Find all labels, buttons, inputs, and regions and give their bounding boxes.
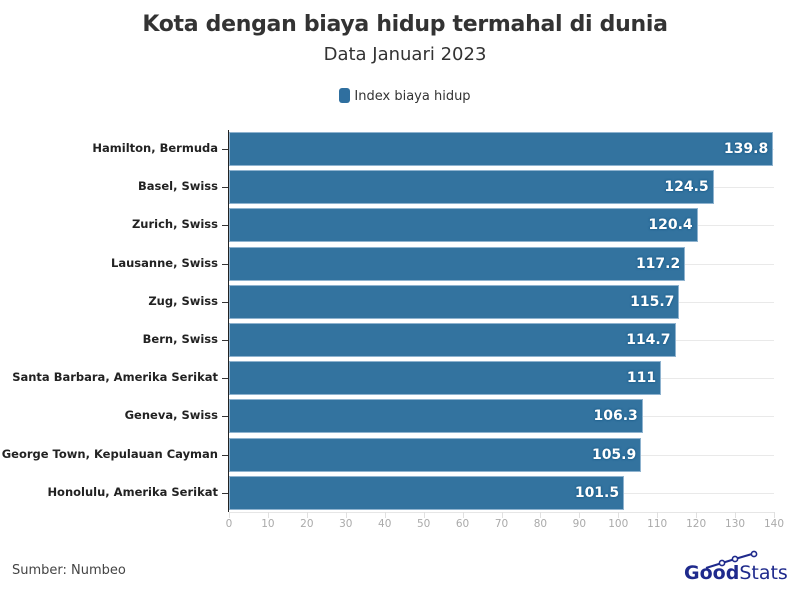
- x-tick: [657, 512, 659, 518]
- y-tick: [222, 340, 228, 341]
- y-tick: [222, 225, 228, 227]
- x-tick: [423, 512, 425, 518]
- category-label: Zurich, Swiss: [131, 217, 218, 232]
- bar-row: 111: [229, 361, 774, 396]
- x-tick: [774, 512, 775, 518]
- y-axis-line: [228, 130, 229, 512]
- bar[interactable]: 120.4: [229, 208, 698, 243]
- y-tick: [222, 187, 228, 189]
- source-note: Sumber: Numbeo: [12, 563, 126, 578]
- bar-row: 139.8: [229, 132, 774, 166]
- x-tick-label: 10: [261, 518, 275, 530]
- x-tick-label: 80: [533, 518, 548, 530]
- x-tick: [618, 512, 620, 518]
- bar[interactable]: 105.9: [229, 437, 642, 472]
- bar-value-label: 101.5: [574, 484, 620, 501]
- x-tick: [345, 512, 347, 518]
- x-tick-label: 30: [339, 518, 353, 530]
- bar-row: 105.9: [229, 437, 774, 472]
- category-label: Lausanne, Swiss: [111, 255, 218, 270]
- category-label: Geneva, Swiss: [124, 408, 218, 423]
- x-tick: [462, 512, 464, 518]
- x-tick: [306, 512, 308, 518]
- legend[interactable]: Index biaya hidup: [0, 88, 810, 104]
- x-tick-label: 140: [763, 518, 785, 530]
- x-tick-label: 40: [378, 518, 392, 530]
- x-tick: [229, 512, 230, 518]
- bar-row: 124.5: [229, 170, 774, 205]
- bar-row: 120.4: [229, 208, 774, 243]
- bar-value-label: 124.5: [664, 179, 709, 196]
- bar-value-label: 139.8: [723, 141, 769, 157]
- category-label: Zug, Swiss: [148, 293, 218, 308]
- category-label: Hamilton, Bermuda: [92, 141, 218, 155]
- trend-line-icon: [705, 550, 758, 569]
- bar-value-label: 115.7: [630, 293, 675, 310]
- y-tick: [222, 378, 228, 380]
- goodstats-logo: GoodStats: [684, 550, 804, 586]
- x-tick: [384, 512, 386, 518]
- x-tick-label: 120: [686, 518, 707, 530]
- logo-stats-text: Stats: [739, 562, 788, 584]
- bar-value-label: 120.4: [648, 217, 693, 234]
- category-label: Honolulu, Amerika Serikat: [47, 484, 218, 499]
- x-tick-label: 20: [300, 518, 314, 530]
- x-tick-label: 100: [608, 518, 629, 530]
- x-tick-label: 50: [416, 518, 431, 530]
- bar[interactable]: 115.7: [229, 284, 680, 319]
- category-label: George Town, Kepulauan Cayman: [1, 446, 218, 461]
- x-tick: [267, 512, 269, 518]
- y-tick: [222, 301, 228, 303]
- bar[interactable]: 117.2: [229, 246, 686, 281]
- bar-row: 106.3: [229, 399, 774, 434]
- chart-subtitle: Data Januari 2023: [323, 44, 487, 65]
- x-tick-label: 90: [572, 518, 587, 530]
- bar[interactable]: 106.3: [229, 399, 643, 434]
- x-tick: [735, 512, 737, 518]
- plot-area: 139.8 124.5 120.4 117.2 115.7 114.7 111 106.3 10…: [229, 130, 774, 512]
- bar-row: 115.7: [229, 284, 774, 319]
- bar-value-label: 105.9: [591, 446, 637, 463]
- bar[interactable]: 101.5: [229, 475, 625, 510]
- bar-value-label: 106.3: [593, 408, 638, 425]
- bar-row: 117.2: [229, 246, 774, 281]
- bar-value-label: 117.2: [635, 255, 681, 272]
- legend-label: Index biaya hidup: [354, 89, 471, 104]
- bar-value-label: 111: [626, 370, 657, 387]
- category-label: Bern, Swiss: [142, 332, 218, 346]
- x-tick-label: 110: [647, 518, 668, 530]
- x-tick: [540, 512, 542, 518]
- bar[interactable]: 139.8: [229, 132, 774, 166]
- logo-good-text: Good: [684, 562, 740, 584]
- chart-title: Kota dengan biaya hidup termahal di duni…: [142, 12, 668, 37]
- bar[interactable]: 124.5: [229, 170, 714, 205]
- y-tick: [222, 454, 228, 456]
- bar-row: 114.7: [229, 323, 774, 357]
- x-tick-label: 60: [455, 518, 470, 530]
- y-tick: [222, 492, 228, 494]
- x-tick-label: 70: [494, 518, 509, 530]
- y-tick: [222, 416, 228, 418]
- legend-swatch-icon: [339, 88, 351, 103]
- y-tick: [222, 263, 228, 265]
- x-tick: [579, 512, 581, 518]
- y-tick: [222, 149, 228, 150]
- bar-value-label: 114.7: [626, 332, 671, 348]
- x-tick: [696, 512, 698, 518]
- x-tick-label: 0: [225, 518, 233, 530]
- bar-row: 101.5: [229, 475, 774, 510]
- category-label: Santa Barbara, Amerika Serikat: [12, 370, 218, 385]
- bar[interactable]: 114.7: [229, 323, 676, 357]
- category-label: Basel, Swiss: [137, 179, 218, 194]
- bar[interactable]: 111: [229, 361, 662, 396]
- x-tick-label: 130: [725, 518, 746, 530]
- x-tick: [501, 512, 503, 518]
